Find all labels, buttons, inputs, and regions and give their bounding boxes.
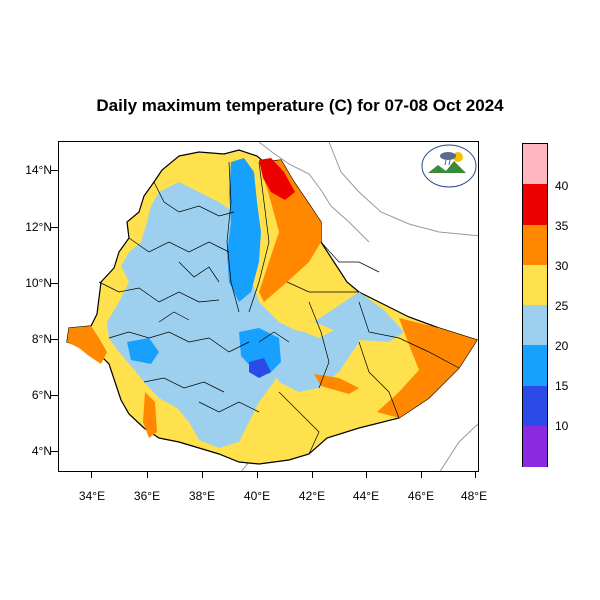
colorbar-segment: [523, 264, 547, 306]
neighbor-boundaries: [241, 142, 478, 471]
y-tick-mark: [51, 170, 58, 171]
x-tick-label: 38°E: [188, 489, 216, 503]
colorbar-label: 20: [555, 339, 569, 353]
colorbar-label: 40: [555, 179, 569, 193]
temp-zone-30-35-west: [67, 326, 107, 364]
map-panel: [58, 141, 479, 472]
x-tick-mark: [257, 472, 258, 478]
colorbar-segment: [523, 385, 547, 427]
x-tick-label: 34°E: [78, 489, 106, 503]
temp-zone-30-35-sw: [143, 392, 157, 438]
temp-zone-20-25: [107, 182, 299, 448]
temp-zone-15-20: [227, 158, 261, 302]
temp-zone-30-35-south: [314, 374, 359, 394]
colorbar-segment: [523, 224, 547, 266]
colorbar-label: 10: [555, 419, 569, 433]
temp-zone-20-25-east: [259, 302, 359, 392]
temp-zone-30-35-se: [377, 318, 477, 418]
colorbar: [522, 143, 548, 467]
x-tick-label: 36°E: [133, 489, 161, 503]
emi-logo: [420, 143, 478, 189]
y-tick-mark: [51, 451, 58, 452]
x-tick-mark: [91, 472, 92, 478]
colorbar-segment: [523, 144, 547, 185]
temp-zone-15-20-c: [127, 338, 159, 364]
temp-zone-30-35-afar: [259, 160, 321, 302]
colorbar-label: 30: [555, 259, 569, 273]
x-tick-mark: [366, 472, 367, 478]
y-tick-label: 8°N: [31, 332, 52, 346]
map-title: Daily maximum temperature (C) for 07-08 …: [96, 96, 504, 115]
x-tick-label: 40°E: [243, 489, 271, 503]
temp-zone-10-15: [249, 358, 271, 378]
y-tick-mark: [51, 227, 58, 228]
x-tick-label: 44°E: [352, 489, 380, 503]
y-tick-mark: [51, 395, 58, 396]
y-tick-label: 6°N: [31, 388, 52, 402]
x-tick-mark: [147, 472, 148, 478]
x-tick-label: 42°E: [298, 489, 326, 503]
y-tick-mark: [51, 283, 58, 284]
x-tick-label: 46°E: [407, 489, 435, 503]
temp-zone-35-40: [259, 158, 295, 200]
colorbar-segment: [523, 425, 547, 467]
y-tick-label: 14°N: [25, 163, 52, 177]
ethiopia-temperature-map: [66, 142, 478, 471]
colorbar-label: 25: [555, 299, 569, 313]
y-tick-label: 12°N: [25, 220, 52, 234]
x-tick-mark: [421, 472, 422, 478]
x-tick-label: 48°E: [460, 489, 488, 503]
x-tick-mark: [475, 472, 476, 478]
y-tick-label: 4°N: [31, 444, 52, 458]
colorbar-label: 15: [555, 379, 569, 393]
colorbar-segment: [523, 305, 547, 346]
y-tick-mark: [51, 339, 58, 340]
colorbar-segment: [523, 184, 547, 225]
temp-zone-20-25-ne: [314, 292, 404, 342]
x-tick-mark: [312, 472, 313, 478]
colorbar-label: 35: [555, 219, 569, 233]
y-tick-label: 10°N: [25, 276, 52, 290]
admin-boundaries: [98, 161, 460, 455]
colorbar-segment: [523, 345, 547, 386]
x-tick-mark: [202, 472, 203, 478]
